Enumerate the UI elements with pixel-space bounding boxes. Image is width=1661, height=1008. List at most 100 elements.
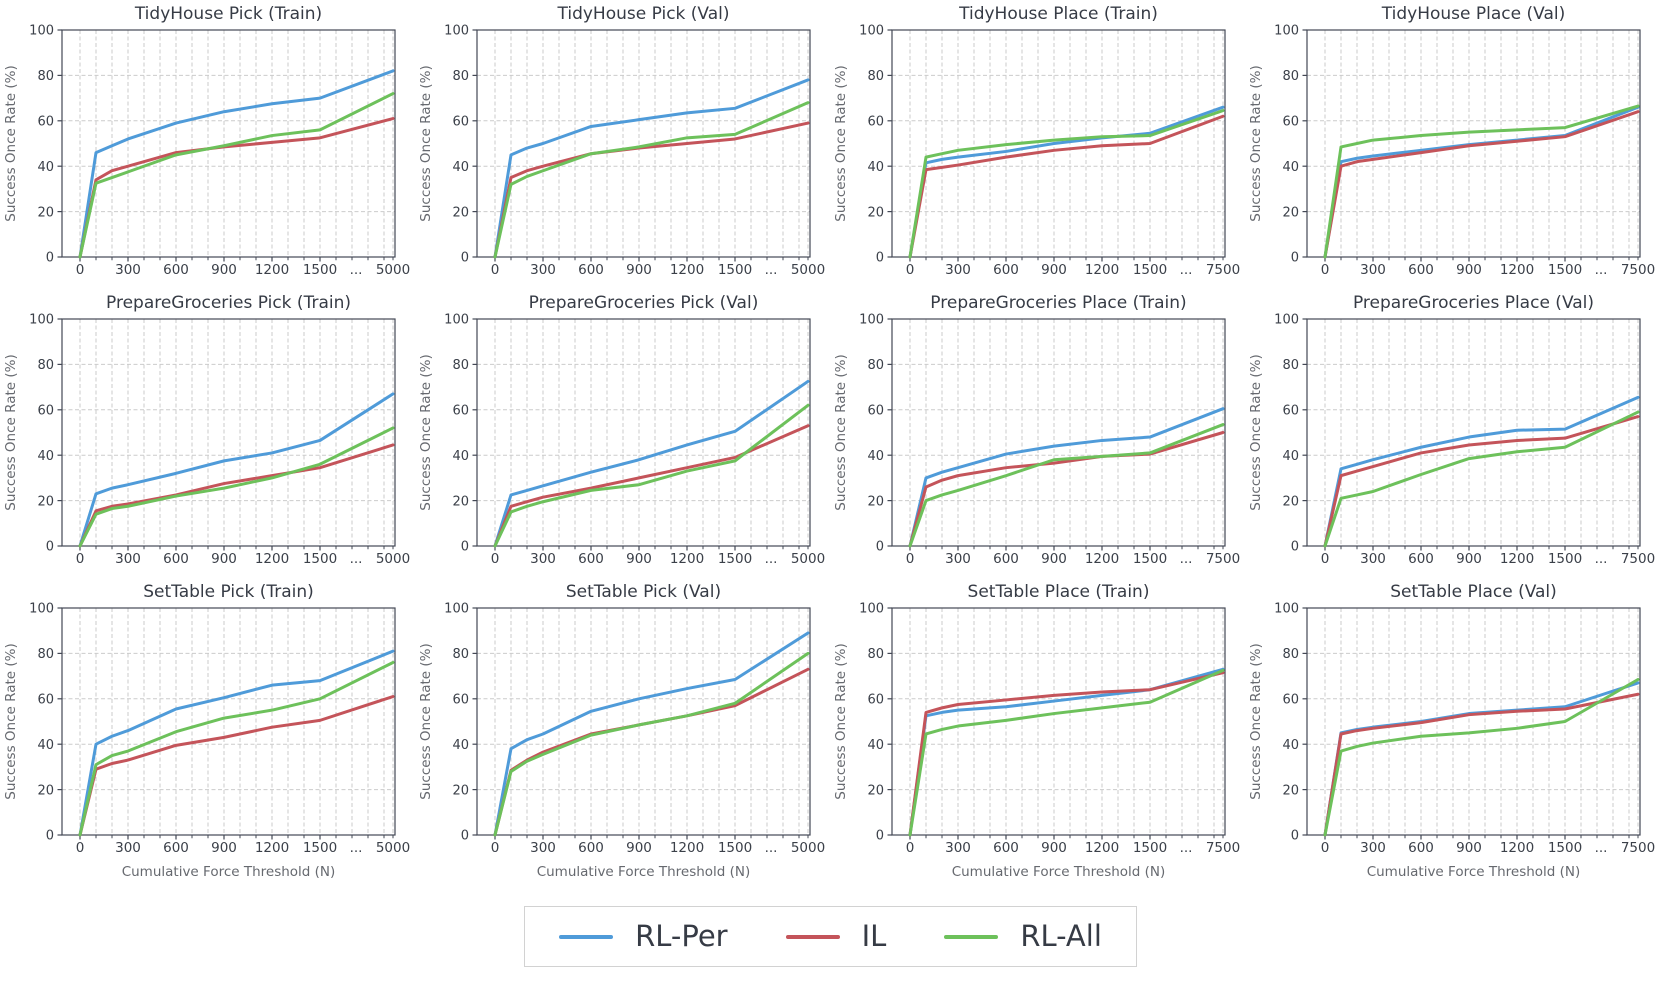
x-tick-label: 1200: [1085, 840, 1119, 856]
y-tick-label: 80: [37, 69, 54, 84]
x-tick-label: 600: [1408, 262, 1434, 278]
panel-settable-pick-val: 0 20 40 60 80 100 0 300 600 900 1200 1500... 5000 Set…: [418, 582, 825, 880]
y-tick-label: 40: [867, 738, 884, 753]
series-line-rl-all: [1323, 410, 1640, 548]
panel-title: SetTable Place (Train): [968, 582, 1150, 602]
legend-wrap: RL-Per IL RL-All: [0, 906, 1661, 967]
x-tick-label: 900: [626, 840, 652, 856]
legend: RL-Per IL RL-All: [524, 906, 1137, 967]
series-line-il: [78, 117, 395, 259]
x-tick-label: 1200: [255, 262, 289, 278]
x-tick-label: 300: [115, 551, 141, 567]
y-tick-label: 100: [444, 313, 469, 328]
y-tick-label: 20: [37, 783, 54, 798]
x-tick-label-end: 5000: [376, 262, 410, 278]
x-tick-label: 600: [993, 262, 1019, 278]
series-line-rl-all: [78, 660, 395, 837]
y-tick-label: 20: [867, 494, 884, 509]
x-axis-break-label: ...: [1180, 840, 1193, 856]
series-line-rl-all: [493, 651, 810, 837]
x-tick-label: 300: [945, 262, 971, 278]
legend-item-rl-all: RL-All: [944, 922, 1102, 951]
panel-title: TidyHouse Pick (Val): [556, 4, 729, 24]
y-tick-label: 80: [1282, 647, 1299, 662]
series-line-rl-all: [78, 426, 395, 548]
x-tick-label-end: 5000: [791, 840, 825, 856]
y-tick-label: 40: [1282, 738, 1299, 753]
panel-title: TidyHouse Place (Val): [1381, 4, 1565, 24]
x-tick-label: 300: [530, 840, 556, 856]
x-tick-label: 1500: [1133, 551, 1167, 567]
y-tick-label: 0: [876, 251, 884, 266]
y-tick-label: 60: [37, 403, 54, 418]
series-line-il: [78, 695, 395, 837]
x-tick-label: 300: [1360, 840, 1386, 856]
panel-settable-pick-train: 0 20 40 60 80 100 0 300 600 900 1200 1500... 5000 Set…: [3, 582, 410, 880]
y-tick-label: 80: [1282, 69, 1299, 84]
x-tick-label: 300: [115, 840, 141, 856]
x-tick-label: 0: [906, 840, 915, 856]
x-tick-label-end: 7500: [1621, 840, 1655, 856]
x-tick-label-end: 7500: [1621, 551, 1655, 567]
y-tick-label: 20: [37, 494, 54, 509]
x-tick-label: 1200: [255, 551, 289, 567]
legend-line-il: [785, 934, 840, 939]
series-line-rl-per: [908, 407, 1225, 548]
x-tick-label: 900: [1456, 551, 1482, 567]
x-tick-label: 0: [76, 262, 85, 278]
x-tick-label: 600: [578, 551, 604, 567]
y-axis-label: Success Once Rate (%): [1248, 354, 1264, 510]
series-line-il: [1323, 692, 1640, 837]
y-tick-label: 20: [452, 783, 469, 798]
x-tick-label: 300: [1360, 262, 1386, 278]
y-tick-label: 60: [452, 114, 469, 129]
x-tick-label-end: 7500: [1206, 840, 1240, 856]
y-tick-label: 0: [1291, 540, 1299, 555]
y-tick-label: 60: [1282, 692, 1299, 707]
x-axis-label: Cumulative Force Threshold (N): [122, 864, 336, 880]
series-line-rl-per: [78, 649, 395, 837]
series-line-rl-per: [1323, 105, 1640, 259]
x-tick-label: 1500: [718, 262, 752, 278]
y-tick-label: 100: [444, 602, 469, 617]
legend-line-rl-per: [559, 934, 614, 939]
y-axis-label: Success Once Rate (%): [3, 354, 19, 510]
x-tick-label: 1500: [1548, 551, 1582, 567]
x-tick-label: 300: [115, 262, 141, 278]
series-line-rl-all: [1323, 104, 1640, 259]
panel-preparegroceries-place-train: 0 20 40 60 80 100 0 300 600 900 1200 1500... 7500 Pre…: [833, 293, 1240, 567]
y-axis-label: Success Once Rate (%): [418, 643, 434, 799]
series-line-rl-all: [493, 403, 810, 548]
x-tick-label: 600: [578, 840, 604, 856]
y-tick-label: 20: [452, 494, 469, 509]
x-tick-label: 1200: [255, 840, 289, 856]
y-tick-label: 60: [1282, 403, 1299, 418]
series-line-il: [493, 667, 810, 837]
y-tick-label: 20: [867, 205, 884, 220]
x-tick-label-end: 7500: [1206, 551, 1240, 567]
x-axis-break-label: ...: [1180, 551, 1193, 567]
y-tick-label: 20: [1282, 783, 1299, 798]
x-tick-label: 900: [211, 840, 237, 856]
x-tick-label-end: 5000: [791, 551, 825, 567]
x-tick-label: 600: [163, 551, 189, 567]
panel-title: PrepareGroceries Place (Val): [1353, 293, 1594, 313]
y-tick-label: 20: [1282, 205, 1299, 220]
y-tick-label: 100: [29, 602, 54, 617]
x-tick-label: 1500: [1133, 840, 1167, 856]
series-line-rl-per: [493, 78, 810, 259]
y-tick-label: 80: [452, 358, 469, 373]
panel-title: PrepareGroceries Pick (Train): [106, 293, 351, 313]
y-tick-label: 100: [859, 313, 884, 328]
x-tick-label: 1500: [718, 551, 752, 567]
x-tick-label: 0: [491, 840, 500, 856]
panel-tidyhouse-place-val: 0 20 40 60 80 100 0 300 600 900 1200 1500... 7500 Tid…: [1248, 4, 1655, 278]
panel-settable-place-train: 0 20 40 60 80 100 0 300 600 900 1200 1500... 7500 Set…: [833, 582, 1240, 880]
series-line-rl-per: [78, 69, 395, 259]
y-axis-label: Success Once Rate (%): [833, 643, 849, 799]
series-line-rl-all: [908, 109, 1225, 259]
x-tick-label: 600: [578, 262, 604, 278]
panel-title: TidyHouse Pick (Train): [134, 4, 322, 24]
y-tick-label: 20: [37, 205, 54, 220]
